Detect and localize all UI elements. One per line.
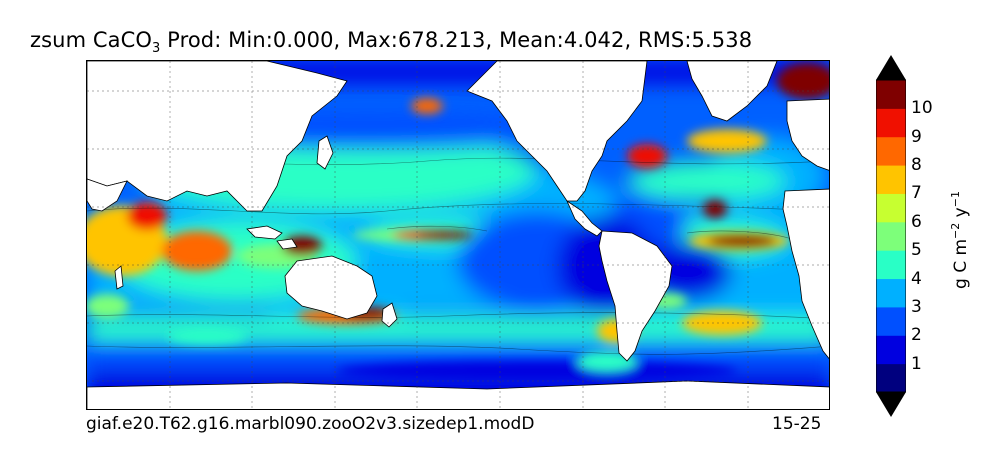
colorbar-segment <box>876 306 906 336</box>
colorbar-segment <box>876 193 906 223</box>
colorbar-tick-labels <box>918 104 944 370</box>
colorbar-segments <box>876 55 906 417</box>
field-hotspot-layer <box>87 63 829 381</box>
colorbar-tick-label: 1 <box>911 353 922 374</box>
units-mid: y <box>950 207 971 223</box>
colorbar-segment <box>876 278 906 308</box>
colorbar-tick-label: 2 <box>911 325 922 346</box>
colorbar-extend-min <box>876 392 906 417</box>
colorbar-tick-label: 9 <box>911 126 922 147</box>
units-base: g C m <box>950 238 971 289</box>
colorbar-segment <box>876 221 906 251</box>
ocean-heatmap <box>87 61 829 409</box>
land-africa <box>782 188 829 360</box>
colorbar-segment <box>876 165 906 194</box>
colorbar-outline <box>876 79 906 393</box>
colorbar-segment <box>876 250 906 280</box>
land-central-america <box>566 199 603 237</box>
chart-title: zsum CaCO3 Prod: Min:0.000, Max:678.213,… <box>30 28 890 56</box>
year-range: 15-25 <box>772 414 822 434</box>
land-europe <box>786 98 829 171</box>
case-name: giaf.e20.T62.g16.marbl090.zooO2v3.sizede… <box>86 414 535 434</box>
title-prefix: zsum CaCO <box>30 28 153 52</box>
colorbar-tick-label: 5 <box>911 240 922 261</box>
land-south-america <box>598 230 673 362</box>
colorbar-tick-label: 4 <box>911 268 922 289</box>
colorbar-tick-label: 7 <box>911 183 922 204</box>
graticule <box>87 61 829 409</box>
colorbar-segment <box>876 136 906 166</box>
land-india <box>87 178 128 212</box>
colorbar-tick-label: 8 <box>911 155 922 176</box>
colorbar-tick-label: 6 <box>911 211 922 232</box>
title-subscript: 3 <box>152 41 161 57</box>
units-exponent-1: −2 <box>949 222 963 239</box>
land-japan <box>316 135 334 170</box>
colorbar-tick-label: 10 <box>911 98 933 119</box>
colorbar-segment <box>876 363 906 393</box>
colorbar-units-label: g C m−2 y−1 <box>949 191 971 289</box>
colorbar-segment <box>876 80 906 109</box>
land-indonesia <box>246 225 283 240</box>
land-masses <box>87 61 829 409</box>
colorbar-segment <box>876 335 906 365</box>
land-antarctica <box>87 380 829 409</box>
land-australia <box>284 255 378 320</box>
title-stats: Prod: Min:0.000, Max:678.213, Mean:4.042… <box>160 28 753 52</box>
land-asia <box>87 61 348 212</box>
colorbar-extend-max <box>876 55 906 80</box>
colorbar <box>876 55 906 417</box>
colorbar-segment <box>876 108 906 138</box>
map-panel <box>86 60 830 410</box>
colorbar-tick-label: 3 <box>911 296 922 317</box>
units-exponent-2: −1 <box>949 191 963 208</box>
